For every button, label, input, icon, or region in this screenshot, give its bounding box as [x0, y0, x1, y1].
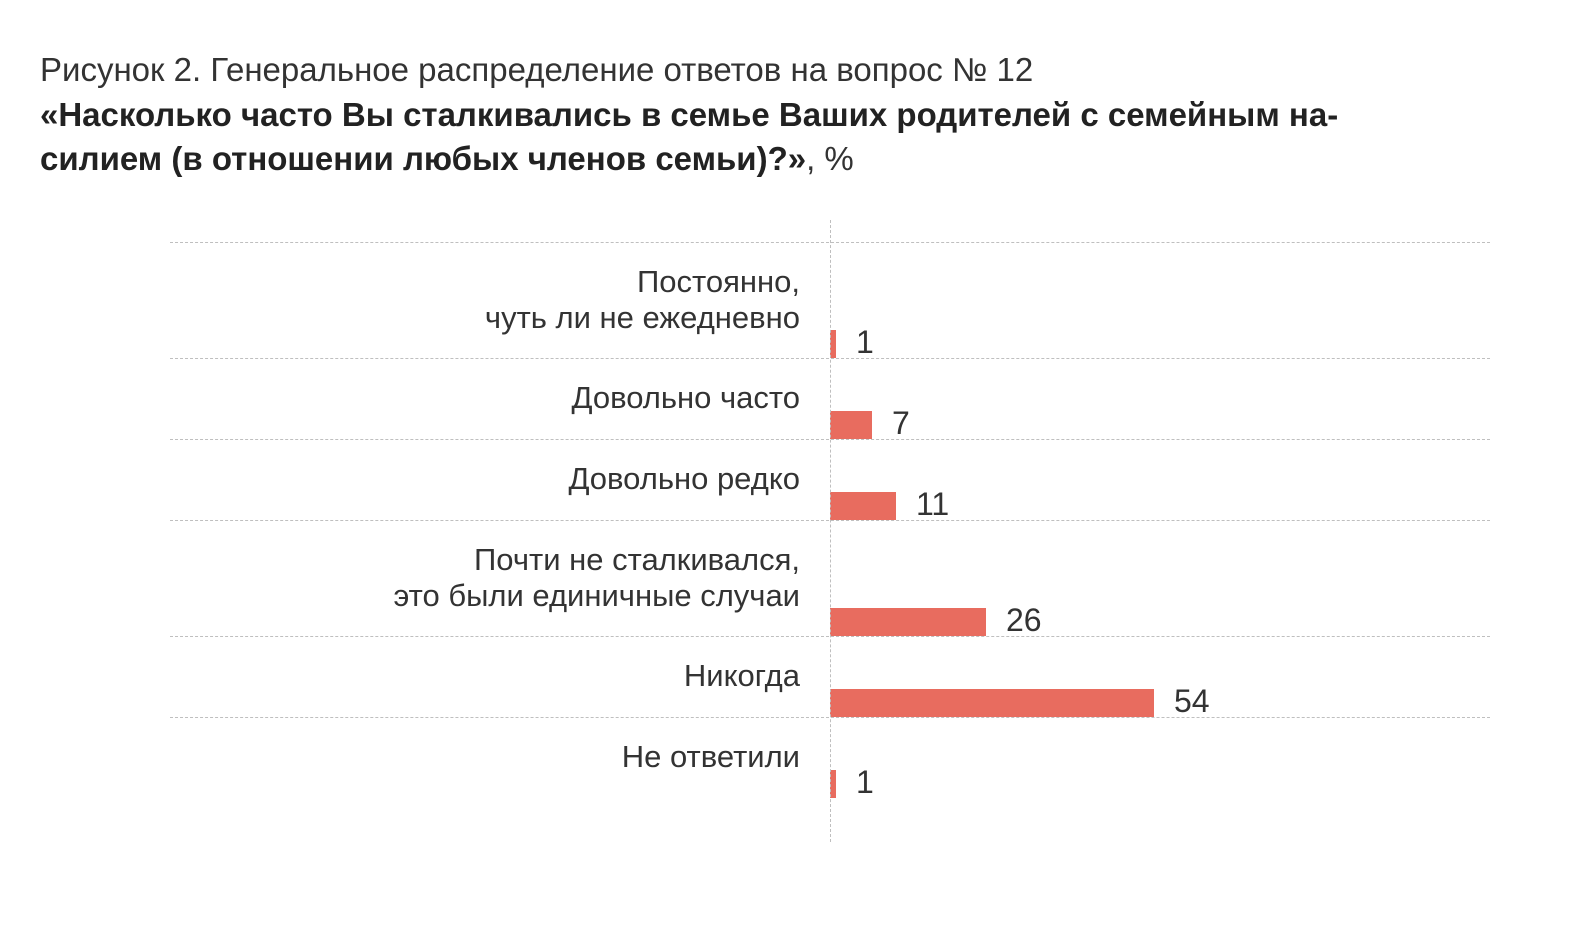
chart-axis	[830, 220, 831, 842]
chart-row-label-line: это были единичные случаи	[394, 578, 801, 615]
chart-row-label-line: чуть ли не ежедневно	[485, 300, 800, 337]
chart-row-label: Довольно часто	[572, 359, 830, 439]
chart-value: 26	[1006, 604, 1042, 636]
chart-value: 54	[1174, 685, 1210, 717]
chart-row-label-line: Постоянно,	[485, 264, 800, 301]
chart-bar-cell: 7	[830, 359, 1490, 439]
figure-question-line1: «Насколько часто Вы сталкивались в семье…	[40, 96, 1338, 133]
chart-bar	[830, 689, 1154, 717]
chart-bar-cell: 54	[830, 637, 1490, 717]
chart-row-label: Постоянно,чуть ли не ежедневно	[485, 243, 830, 358]
figure-question-block: «Насколько часто Вы сталкивались в семье…	[40, 93, 1540, 182]
chart-row-label-line: Довольно редко	[568, 461, 800, 498]
chart-bar-cell: 26	[830, 521, 1490, 636]
chart-bar	[830, 492, 896, 520]
chart-row-label: Никогда	[684, 637, 830, 717]
figure-question-line2: силием (в отношении любых членов семьи)?…	[40, 140, 806, 177]
chart-bar-cell: 1	[830, 243, 1490, 358]
chart-row-label-line: Почти не сталкивался,	[394, 542, 801, 579]
figure-caption: Рисунок 2. Генеральное распределение отв…	[40, 48, 1540, 93]
chart-bar	[830, 608, 986, 636]
chart-header: Рисунок 2. Генеральное распределение отв…	[40, 48, 1540, 182]
page: Рисунок 2. Генеральное распределение отв…	[0, 0, 1580, 928]
chart-row-label: Почти не сталкивался,это были единичные …	[394, 521, 831, 636]
chart-bar-cell: 1	[830, 718, 1490, 798]
chart-value: 7	[892, 407, 910, 439]
bar-chart: Постоянно,чуть ли не ежедневно 1 Довольно …	[170, 242, 1490, 798]
chart-value: 1	[856, 326, 874, 358]
chart-row-label: Не ответили	[622, 718, 830, 798]
chart-value: 11	[916, 488, 949, 520]
chart-row-label-line: Не ответили	[622, 739, 800, 776]
chart-row-label-line: Довольно часто	[572, 380, 800, 417]
chart-bar	[830, 411, 872, 439]
chart-row-label-line: Никогда	[684, 658, 800, 695]
chart-row-label: Довольно редко	[568, 440, 830, 520]
figure-unit: , %	[806, 140, 854, 177]
chart-bar-cell: 11	[830, 440, 1490, 520]
chart-value: 1	[856, 766, 874, 798]
